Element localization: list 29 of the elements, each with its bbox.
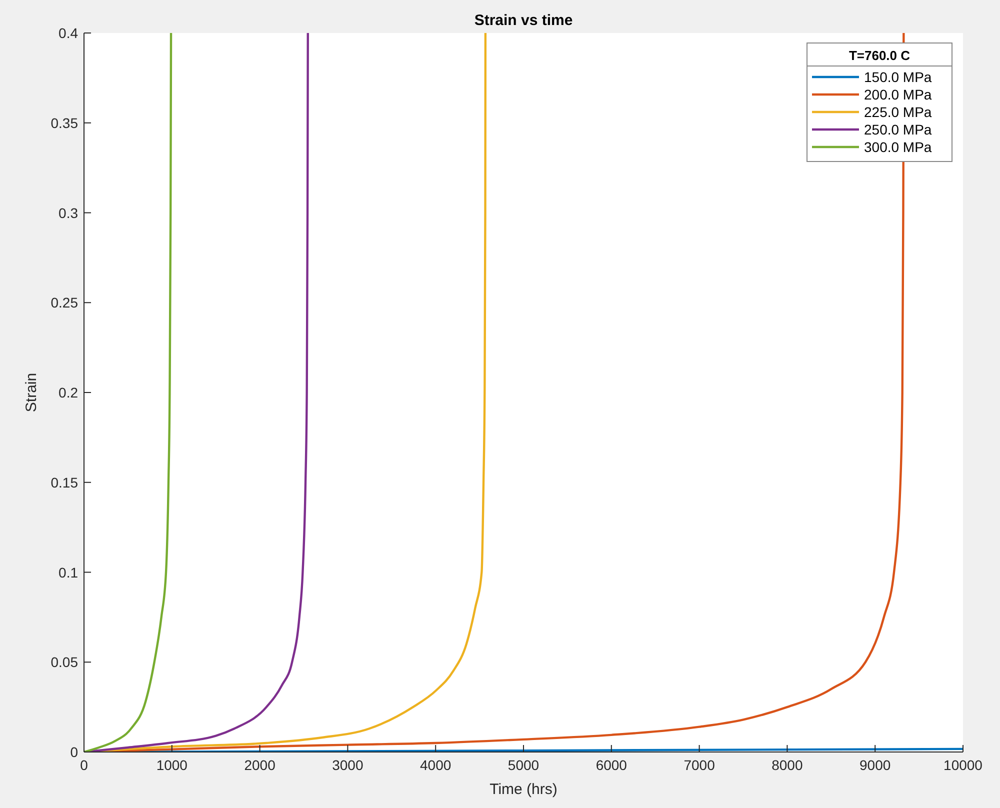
x-tick-label: 4000 <box>420 757 452 773</box>
y-tick-label: 0.1 <box>58 564 78 580</box>
y-tick-label: 0.05 <box>50 654 78 670</box>
y-axis-title: Strain <box>23 372 40 412</box>
x-tick-label: 8000 <box>772 757 803 773</box>
legend-label: 200.0 MPa <box>864 86 932 102</box>
x-tick-label: 3000 <box>332 757 364 773</box>
y-tick-label: 0.15 <box>50 474 78 490</box>
y-tick-label: 0 <box>70 744 78 760</box>
x-tick-label: 6000 <box>596 757 628 773</box>
legend-label: 250.0 MPa <box>864 122 932 138</box>
legend-label: 300.0 MPa <box>864 139 932 155</box>
y-tick-label: 0.25 <box>50 294 78 311</box>
x-tick-label: 10000 <box>944 757 983 773</box>
y-tick-label: 0.35 <box>50 114 78 131</box>
legend-label: 225.0 MPa <box>864 104 932 120</box>
legend-label: 150.0 MPa <box>864 69 932 85</box>
legend-title: T=760.0 C <box>848 48 911 63</box>
x-tick-label: 7000 <box>684 757 716 773</box>
x-tick-label: 2000 <box>244 757 276 773</box>
x-tick-label: 0 <box>80 757 88 773</box>
x-tick-label: 1000 <box>156 757 188 773</box>
y-tick-label: 0.2 <box>58 384 78 400</box>
chart-title: Strain vs time <box>474 12 573 29</box>
x-axis-title: Time (hrs) <box>490 781 558 798</box>
x-tick-label: 5000 <box>508 757 540 773</box>
x-tick-label: 9000 <box>860 757 891 773</box>
y-tick-label: 0.3 <box>58 204 78 221</box>
y-tick-label: 0.4 <box>58 25 78 41</box>
